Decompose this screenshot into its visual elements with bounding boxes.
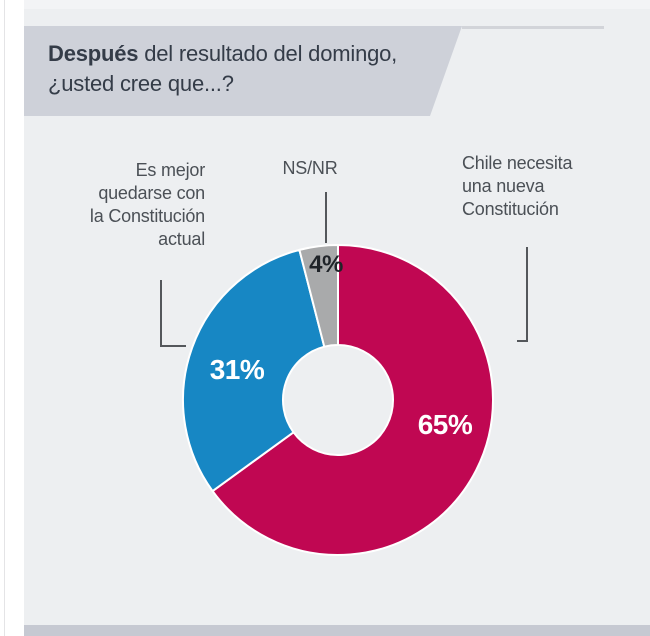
connector-right-hook bbox=[517, 340, 528, 342]
connector-nsnr-vertical bbox=[325, 192, 327, 243]
left-gutter bbox=[0, 0, 24, 636]
label-constitucion-actual: Es mejor quedarse con la Constitución ac… bbox=[89, 160, 205, 249]
slice-nueva-constitucion-65 bbox=[211, 244, 494, 556]
value-constitucion-actual: 31% bbox=[209, 354, 265, 385]
donut-chart bbox=[182, 244, 494, 556]
question-banner: Después del resultado del domingo, ¿uste… bbox=[24, 26, 462, 116]
top-strip bbox=[24, 0, 650, 9]
question-bold-word: Después bbox=[48, 41, 139, 66]
question-line1: Después del resultado del domingo, bbox=[48, 39, 462, 69]
bottom-band bbox=[24, 625, 650, 636]
value-ns-nr: 4% bbox=[309, 251, 343, 278]
label-ns-nr: NS/NR bbox=[282, 158, 338, 178]
label-nueva-constitucion: Chile necesita una nueva Constitución bbox=[462, 153, 573, 219]
slice-ns-nr-4 bbox=[298, 244, 339, 348]
slice-constitucion-actual-31 bbox=[182, 248, 326, 493]
gutter-divider-line bbox=[4, 0, 5, 636]
banner-accent-line bbox=[462, 26, 604, 29]
connector-right-vertical bbox=[526, 247, 528, 342]
value-nueva-constitucion: 65% bbox=[417, 409, 473, 440]
connector-left-vertical bbox=[160, 280, 162, 347]
question-line2: ¿usted cree que...? bbox=[48, 71, 234, 96]
connector-left-horizontal bbox=[160, 345, 186, 347]
question-line1-rest: del resultado del domingo, bbox=[138, 41, 398, 66]
